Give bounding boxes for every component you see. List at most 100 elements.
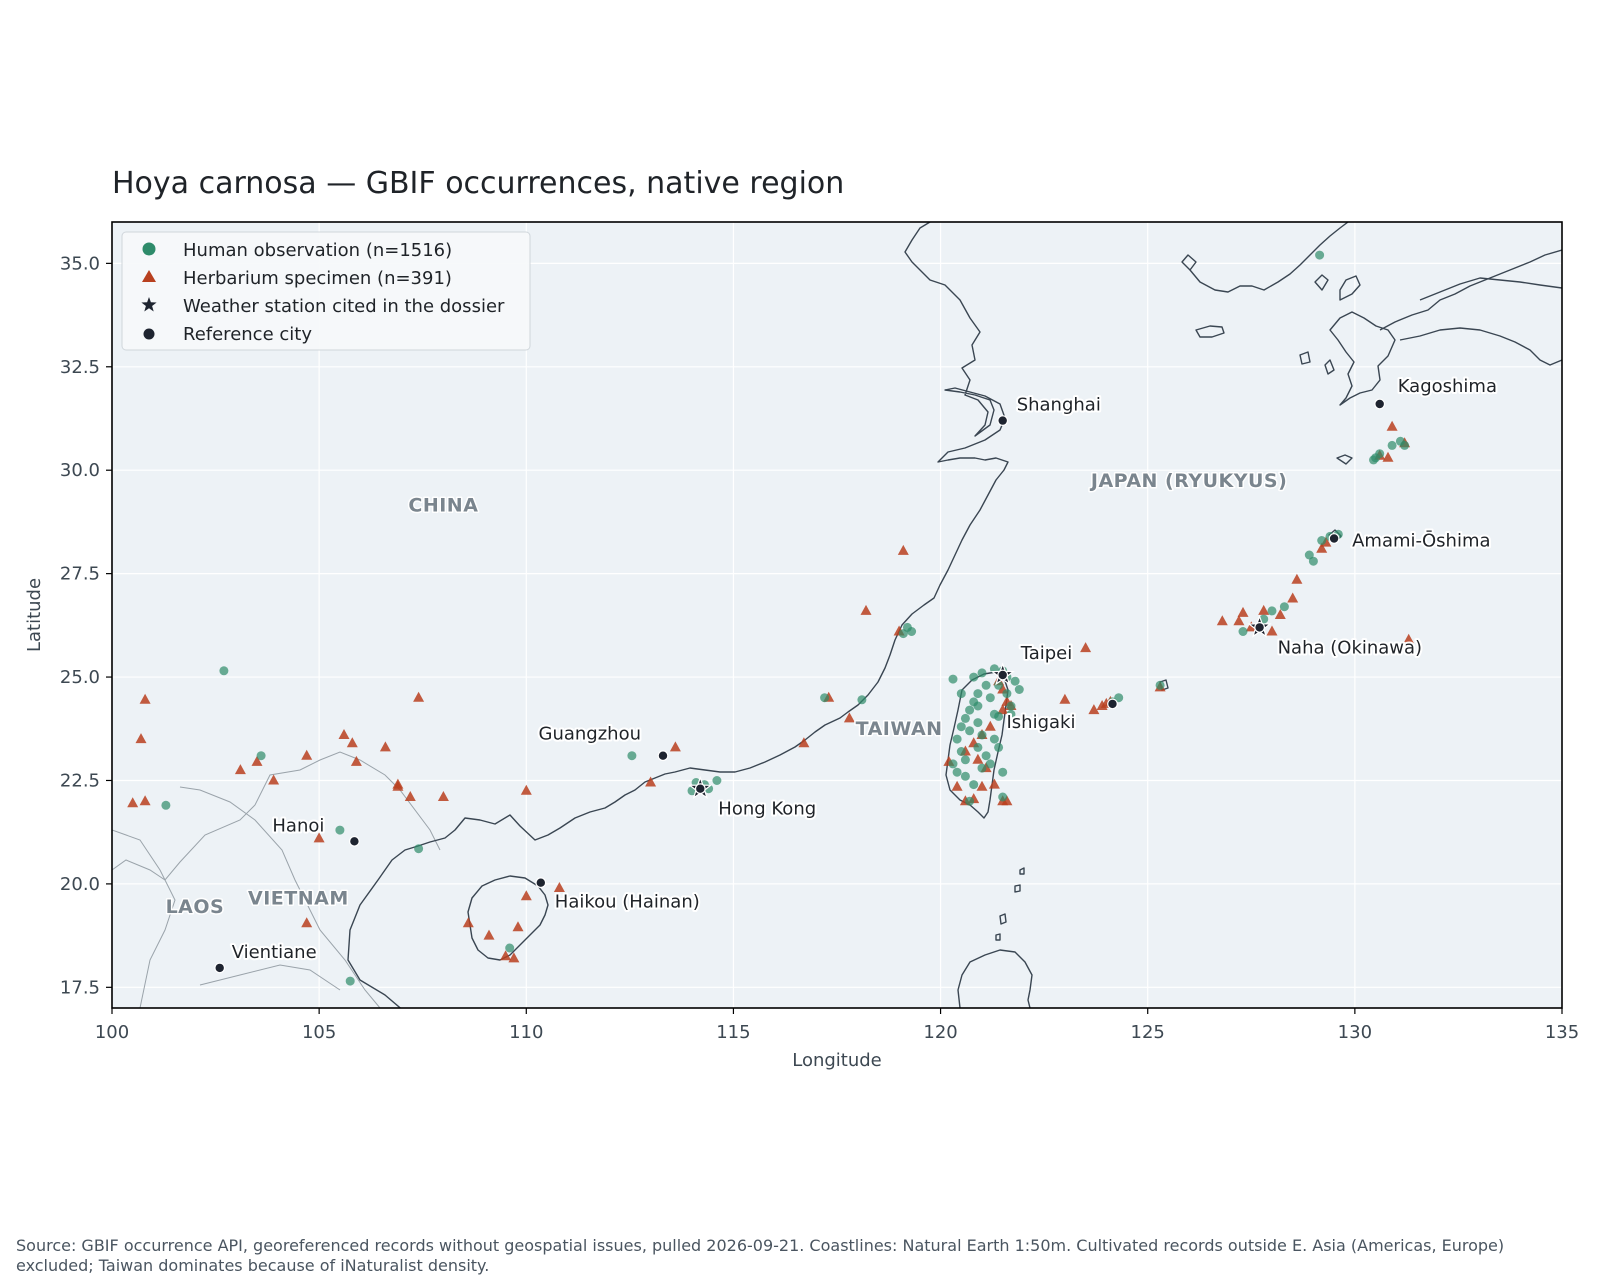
y-tick-label: 25.0 [60, 667, 100, 688]
herbarium-point [268, 774, 280, 785]
observation-point [981, 680, 991, 690]
x-tick-label: 120 [923, 1022, 957, 1043]
observation-point [965, 726, 975, 736]
herbarium-point [1258, 604, 1270, 615]
observation-point [985, 693, 995, 703]
observation-point [335, 825, 345, 835]
observation-point [998, 767, 1008, 777]
legend-star-icon [141, 297, 157, 312]
herbarium-point [1274, 609, 1286, 619]
region-label: JAPAN (RYUKYUS) [1089, 470, 1287, 492]
herbarium-point [301, 917, 313, 928]
observation-point [1267, 606, 1277, 616]
observation-point [989, 709, 999, 719]
plot-frame [111, 221, 1563, 1009]
herbarium-point [1403, 633, 1415, 644]
herbarium-point [951, 780, 963, 791]
observation-point [1317, 536, 1327, 545]
herbarium-point [988, 778, 1000, 789]
herbarium-point [520, 784, 532, 795]
observation-point [960, 713, 970, 723]
region-label-layer: CHINA JAPAN (RYUKYUS) TAIWAN VIETNAM LAOS [164, 468, 1288, 919]
herbarium-point [338, 729, 350, 739]
herbarium-point [897, 544, 909, 555]
x-axis-ticks: 100 105 110 115 120 125 130 135 [95, 1008, 1579, 1043]
region-label: TAIWAN [856, 718, 943, 740]
y-tick-label: 35.0 [60, 253, 100, 274]
observation-point [414, 844, 424, 854]
observation-point [973, 742, 983, 752]
region-label: CHINA [408, 495, 478, 517]
reference-city-dot [1374, 398, 1386, 410]
observation-point [985, 759, 995, 769]
herbarium-point [1216, 615, 1228, 626]
reference-city-dot [997, 669, 1009, 681]
herbarium-point [1088, 704, 1100, 715]
herbarium-point [462, 917, 474, 928]
reference-city-dot [349, 835, 360, 847]
x-tick-label: 100 [95, 1022, 129, 1043]
legend-circle-icon [142, 242, 156, 256]
observation-point [1400, 440, 1410, 450]
herbarium-point [645, 776, 657, 787]
x-tick-label: 110 [509, 1022, 543, 1043]
herbarium-point [437, 791, 449, 801]
observation-point [898, 629, 908, 639]
source-note: Source: GBIF occurrence API, georeferenc… [16, 1236, 1505, 1275]
observation-point [505, 943, 515, 953]
observation-point [219, 666, 229, 676]
x-axis-label: Longitude [792, 1050, 882, 1071]
herbarium-point [1237, 606, 1249, 617]
observation-point [948, 674, 958, 684]
herbarium-point [139, 693, 151, 704]
herbarium-point [669, 741, 681, 752]
city-label: Taipei [1020, 643, 1073, 664]
observation-point [1006, 701, 1016, 711]
city-label: Shanghai [1017, 395, 1101, 416]
y-tick-label: 27.5 [60, 564, 100, 585]
country-borders [112, 751, 441, 1008]
herbarium-point [984, 720, 996, 731]
observation-point [952, 767, 962, 777]
observation-point [345, 976, 355, 986]
observation-point [1369, 455, 1378, 465]
chart-title: Hoya carnosa — GBIF occurrences, native … [112, 166, 845, 201]
herbarium-point [1080, 642, 1092, 653]
observation-point [1002, 689, 1012, 699]
x-tick-label: 130 [1338, 1022, 1372, 1043]
herbarium-point [1266, 625, 1278, 636]
herbarium-point [404, 791, 416, 801]
herbarium-point [1382, 451, 1394, 462]
legend-dot-icon [143, 328, 155, 340]
legend-triangle-icon [142, 270, 156, 282]
observation-point [1375, 449, 1385, 459]
observation-point [1279, 602, 1289, 612]
herbarium-point [1291, 573, 1303, 584]
observation-point [820, 693, 830, 703]
herbarium-point [798, 737, 810, 748]
observation-point [973, 689, 983, 699]
observation-point [1387, 440, 1397, 450]
observation-point [977, 730, 987, 740]
y-tick-label: 32.5 [60, 357, 100, 378]
reference-city-dot [1328, 533, 1340, 544]
y-tick-label: 17.5 [60, 977, 100, 998]
observation-point [907, 627, 917, 636]
observation-point [994, 742, 1004, 752]
observation-point [1010, 676, 1020, 686]
herbarium-point [1316, 542, 1328, 553]
observation-point [1114, 693, 1124, 703]
herbarium-point [413, 691, 425, 702]
legend-entry: Human observation (n=1516) [183, 240, 452, 261]
herbarium-point [1233, 615, 1245, 626]
herbarium-point [392, 780, 404, 791]
observation-point [256, 751, 266, 761]
observation-point [1308, 556, 1318, 566]
reference-city-dot [997, 415, 1009, 427]
observation-point [1014, 685, 1024, 694]
x-tick-label: 105 [302, 1022, 336, 1043]
observation-point [627, 751, 637, 761]
reference-city-dot [1107, 698, 1118, 710]
city-label: Vientiane [232, 942, 317, 963]
observation-point [161, 800, 171, 810]
